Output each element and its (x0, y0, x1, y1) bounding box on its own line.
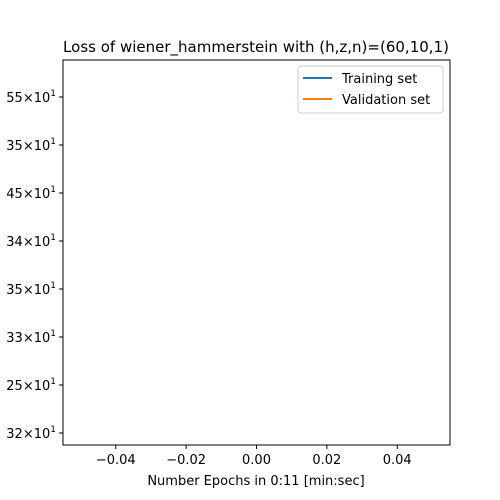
x-axis-label: Number Epochs in 0:11 [min:sec] (147, 474, 364, 489)
x-axis: −0.04 −0.02 0.00 0.02 0.04 (96, 445, 412, 468)
x-tick-label: 0.04 (383, 453, 412, 468)
plot-area (62, 59, 451, 446)
y-tick-label: 35×101 (6, 281, 56, 298)
x-tick-label: −0.04 (96, 453, 136, 468)
y-axis: 55×101 35×101 45×101 34×101 35×101 33×101 25×1… (6, 89, 63, 442)
legend-label-training: Training set (341, 72, 417, 87)
legend: Training set Validation set (297, 65, 444, 114)
y-tick-label: 55×101 (6, 89, 56, 106)
x-tick-label: 0.02 (312, 453, 341, 468)
y-tick-label: 25×101 (6, 377, 56, 394)
x-tick-label: 0.00 (242, 453, 271, 468)
legend-label-validation: Validation set (342, 93, 430, 108)
legend-box (297, 65, 444, 114)
y-tick-label: 33×101 (6, 329, 56, 346)
y-tick-label: 34×101 (6, 233, 56, 250)
y-tick-label: 45×101 (6, 185, 56, 202)
y-tick-label: 35×101 (6, 137, 56, 154)
chart-title: Loss of wiener_hammerstein with (h,z,n)=… (63, 38, 449, 57)
y-tick-label: 32×101 (6, 425, 56, 442)
x-tick-label: −0.02 (166, 453, 206, 468)
